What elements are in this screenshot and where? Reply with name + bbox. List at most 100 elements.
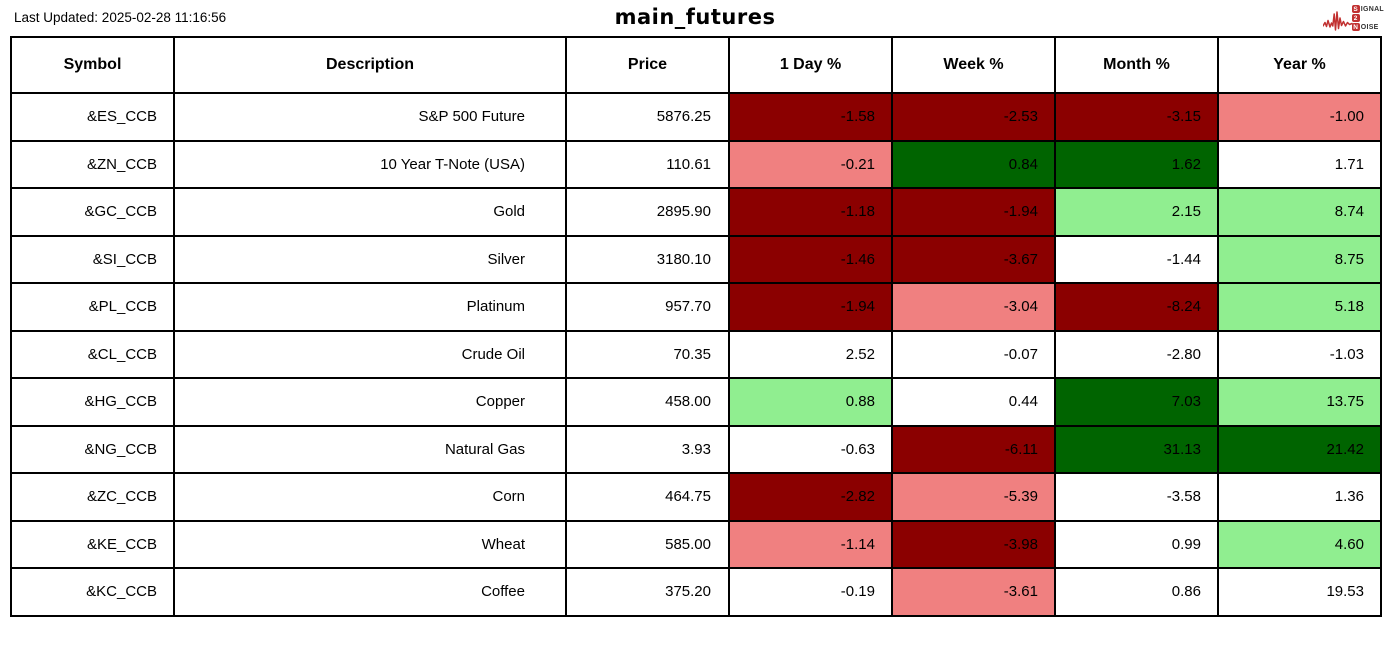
table-row: &ZC_CCB Corn 464.75 -2.82 -5.39 -3.58 1.36 <box>10 472 1382 522</box>
day-change-cell: -1.14 <box>728 519 893 569</box>
table-row: &SI_CCB Silver 3180.10 -1.46 -3.67 -1.44 8.75 <box>10 234 1382 284</box>
week-change-cell: -0.07 <box>891 329 1056 379</box>
year-change-cell: -1.03 <box>1217 329 1382 379</box>
symbol-cell: &KC_CCB <box>10 567 175 617</box>
symbol-cell: &PL_CCB <box>10 282 175 332</box>
week-change-cell: -1.94 <box>891 187 1056 237</box>
week-change-cell: -3.61 <box>891 567 1056 617</box>
description-cell: Coffee <box>173 567 567 617</box>
price-cell: 464.75 <box>565 472 730 522</box>
logo-text: S IGNAL 2 N OISE <box>1351 5 1384 32</box>
price-cell: 5876.25 <box>565 92 730 142</box>
table-row: &PL_CCB Platinum 957.70 -1.94 -3.04 -8.24 5.18 <box>10 282 1382 332</box>
column-header-description: Description <box>173 36 567 94</box>
logo-line-2: 2 <box>1351 14 1384 23</box>
symbol-cell: &ZN_CCB <box>10 139 175 189</box>
table-row: &ES_CCB S&P 500 Future 5876.25 -1.58 -2.53 -3… <box>10 92 1382 142</box>
day-change-cell: -0.63 <box>728 424 893 474</box>
symbol-cell: &GC_CCB <box>10 187 175 237</box>
price-cell: 3180.10 <box>565 234 730 284</box>
year-change-cell: 1.71 <box>1217 139 1382 189</box>
price-cell: 458.00 <box>565 377 730 427</box>
description-cell: Wheat <box>173 519 567 569</box>
year-change-cell: 8.75 <box>1217 234 1382 284</box>
table-row: &GC_CCB Gold 2895.90 -1.18 -1.94 2.15 8.74 <box>10 187 1382 237</box>
column-header-year: Year % <box>1217 36 1382 94</box>
page-title: main_futures <box>614 5 776 29</box>
column-header-month: Month % <box>1054 36 1219 94</box>
month-change-cell: -2.80 <box>1054 329 1219 379</box>
description-cell: S&P 500 Future <box>173 92 567 142</box>
week-change-cell: -6.11 <box>891 424 1056 474</box>
symbol-cell: &SI_CCB <box>10 234 175 284</box>
table-header-row: Symbol Description Price 1 Day % Week % … <box>10 36 1382 94</box>
description-cell: Corn <box>173 472 567 522</box>
symbol-cell: &KE_CCB <box>10 519 175 569</box>
column-header-week: Week % <box>891 36 1056 94</box>
futures-table: Symbol Description Price 1 Day % Week % … <box>10 36 1382 617</box>
week-change-cell: -2.53 <box>891 92 1056 142</box>
logo-badge-s: S <box>1351 5 1360 13</box>
description-cell: Silver <box>173 234 567 284</box>
year-change-cell: 8.74 <box>1217 187 1382 237</box>
table-row: &KE_CCB Wheat 585.00 -1.14 -3.98 0.99 4.60 <box>10 519 1382 569</box>
column-header-symbol: Symbol <box>10 36 175 94</box>
signal2noise-logo: S IGNAL 2 N OISE <box>1322 3 1384 33</box>
month-change-cell: -8.24 <box>1054 282 1219 332</box>
year-change-cell: 19.53 <box>1217 567 1382 617</box>
day-change-cell: 0.88 <box>728 377 893 427</box>
month-change-cell: 7.03 <box>1054 377 1219 427</box>
price-cell: 585.00 <box>565 519 730 569</box>
table-row: &CL_CCB Crude Oil 70.35 2.52 -0.07 -2.80 -1.03 <box>10 329 1382 379</box>
symbol-cell: &ES_CCB <box>10 92 175 142</box>
month-change-cell: 2.15 <box>1054 187 1219 237</box>
description-cell: Natural Gas <box>173 424 567 474</box>
month-change-cell: -1.44 <box>1054 234 1219 284</box>
year-change-cell: 5.18 <box>1217 282 1382 332</box>
price-cell: 2895.90 <box>565 187 730 237</box>
day-change-cell: -2.82 <box>728 472 893 522</box>
logo-badge-n: N <box>1351 23 1360 31</box>
description-cell: Platinum <box>173 282 567 332</box>
month-change-cell: 0.86 <box>1054 567 1219 617</box>
table-row: &NG_CCB Natural Gas 3.93 -0.63 -6.11 31.13 21.… <box>10 424 1382 474</box>
logo-line-signal: S IGNAL <box>1351 5 1384 14</box>
month-change-cell: 1.62 <box>1054 139 1219 189</box>
price-cell: 70.35 <box>565 329 730 379</box>
logo-word-signal: IGNAL <box>1360 5 1384 13</box>
week-change-cell: -5.39 <box>891 472 1056 522</box>
price-cell: 375.20 <box>565 567 730 617</box>
month-change-cell: -3.15 <box>1054 92 1219 142</box>
year-change-cell: 21.42 <box>1217 424 1382 474</box>
table-row: &KC_CCB Coffee 375.20 -0.19 -3.61 0.86 19.53 <box>10 567 1382 617</box>
price-cell: 957.70 <box>565 282 730 332</box>
day-change-cell: -0.19 <box>728 567 893 617</box>
column-header-1day: 1 Day % <box>728 36 893 94</box>
day-change-cell: -0.21 <box>728 139 893 189</box>
description-cell: Gold <box>173 187 567 237</box>
month-change-cell: 31.13 <box>1054 424 1219 474</box>
symbol-cell: &HG_CCB <box>10 377 175 427</box>
day-change-cell: -1.46 <box>728 234 893 284</box>
week-change-cell: -3.67 <box>891 234 1056 284</box>
day-change-cell: -1.94 <box>728 282 893 332</box>
year-change-cell: 1.36 <box>1217 472 1382 522</box>
year-change-cell: 13.75 <box>1217 377 1382 427</box>
day-change-cell: -1.18 <box>728 187 893 237</box>
logo-word-noise: OISE <box>1360 23 1379 31</box>
symbol-cell: &ZC_CCB <box>10 472 175 522</box>
week-change-cell: 0.84 <box>891 139 1056 189</box>
table-row: &HG_CCB Copper 458.00 0.88 0.44 7.03 13.75 <box>10 377 1382 427</box>
year-change-cell: 4.60 <box>1217 519 1382 569</box>
description-cell: 10 Year T-Note (USA) <box>173 139 567 189</box>
last-updated-label: Last Updated: 2025-02-28 11:16:56 <box>14 10 227 25</box>
month-change-cell: 0.99 <box>1054 519 1219 569</box>
day-change-cell: -1.58 <box>728 92 893 142</box>
logo-line-noise: N OISE <box>1351 23 1384 32</box>
price-cell: 3.93 <box>565 424 730 474</box>
week-change-cell: -3.98 <box>891 519 1056 569</box>
description-cell: Crude Oil <box>173 329 567 379</box>
column-header-price: Price <box>565 36 730 94</box>
logo-badge-2: 2 <box>1351 14 1360 22</box>
